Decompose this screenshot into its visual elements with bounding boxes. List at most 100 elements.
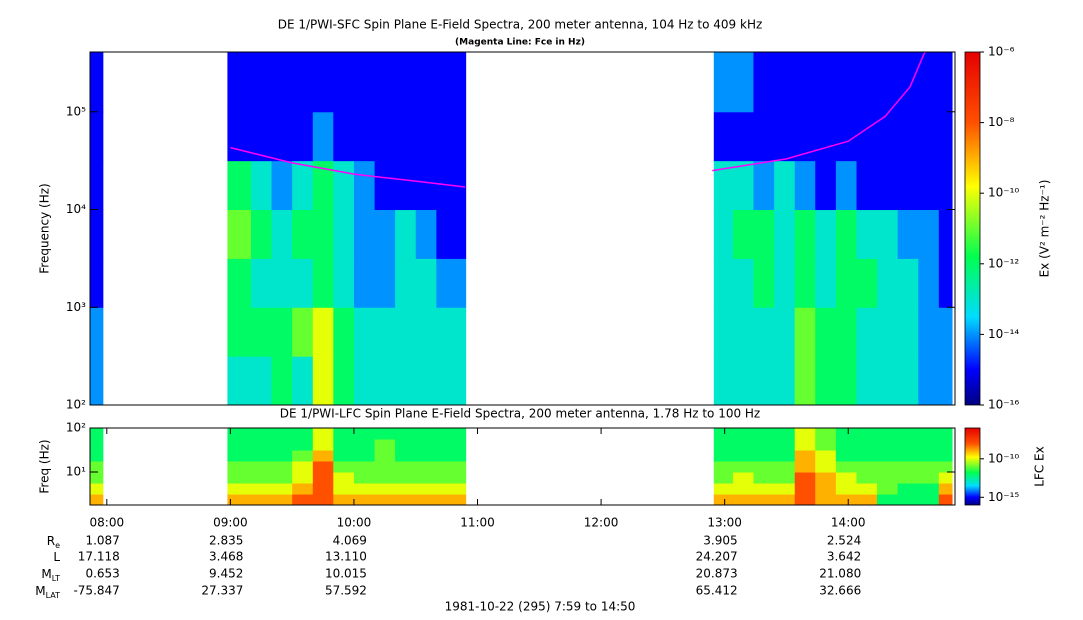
spectrogram-cell [897, 160, 919, 211]
spectrogram-cell [815, 460, 837, 473]
x-tick-label: 14:00 [831, 516, 866, 530]
spectrogram-cell [713, 494, 734, 506]
spectrogram-cell [374, 494, 396, 506]
spectrogram-cell [227, 356, 252, 406]
spectrogram-cell [877, 160, 899, 211]
spectrogram-cell [713, 439, 734, 451]
spectrogram-cell [774, 450, 796, 462]
spectrogram-cell [732, 428, 754, 440]
ephemeris-value: 2.835 [209, 534, 243, 548]
ephemeris-label-main: M [41, 567, 51, 581]
spectrogram-cell [835, 356, 858, 406]
spectrogram-cell [292, 450, 314, 462]
y-axis-label: Freq (Hz) [38, 439, 52, 493]
spectrogram-cell [774, 428, 796, 440]
spectrogram-cell [794, 472, 816, 484]
spectrogram-cell [713, 52, 734, 113]
spectrogram-cell [415, 472, 437, 484]
spectrogram-cell [90, 209, 104, 259]
spectrogram-cell [877, 483, 899, 495]
spectrogram-cell [897, 494, 919, 506]
spectrogram-cell [856, 209, 878, 259]
spectrogram-cell [251, 52, 273, 113]
spectrogram-cell [856, 52, 878, 113]
spectrogram-cell [732, 450, 754, 462]
spectrogram-cell [374, 52, 396, 113]
spectrogram-cell [918, 483, 940, 495]
colorbar [964, 51, 981, 406]
spectrogram-cell [856, 472, 878, 484]
spectrogram-cell [415, 111, 437, 162]
spectrogram-cell [794, 111, 816, 162]
spectrogram-cell [732, 483, 754, 495]
ephemeris-label: MLAT [35, 584, 60, 600]
spectrogram-cell [938, 483, 953, 495]
spectrogram-cell [227, 52, 252, 113]
spectrogram-cell [227, 428, 252, 440]
spectrogram-cell [918, 356, 940, 406]
spectrogram-cell [353, 209, 376, 259]
spectrogram-cell [312, 439, 334, 451]
spectrogram-cell [436, 52, 467, 113]
spectrogram-cell [774, 307, 796, 357]
spectrogram-cell [90, 258, 104, 308]
spectrogram-cell [713, 428, 734, 440]
y-tick-label: 10² [66, 421, 86, 435]
colorbar [964, 427, 981, 506]
spectrogram-cell [90, 450, 104, 462]
spectrogram-cell [415, 258, 437, 308]
ephemeris-label-main: L [53, 550, 60, 564]
spectrogram-cell [415, 307, 437, 357]
spectrogram-cell [227, 160, 252, 211]
ephemeris-value: -75.847 [73, 584, 119, 598]
spectrogram-cell [312, 472, 334, 484]
spectrogram-cell [251, 460, 273, 473]
spectrogram-cell [353, 483, 376, 495]
spectrogram-cell [353, 307, 376, 357]
spectrogram-cell [835, 258, 858, 308]
spectrogram-cell [251, 428, 273, 440]
spectrogram-cell [794, 52, 816, 113]
ephemeris-value: 17.118 [78, 550, 120, 564]
spectrogram-cell [395, 111, 417, 162]
spectrogram-cell [436, 428, 467, 440]
ephemeris-value: 0.653 [85, 567, 119, 581]
spectrogram-cell [877, 439, 899, 451]
colorbar-tick-label: 10⁻¹⁴ [988, 327, 1019, 341]
spectrogram-cell [353, 356, 376, 406]
spectrogram-cell [436, 209, 467, 259]
spectrogram-cell [877, 111, 899, 162]
spectrogram-cell [353, 439, 376, 451]
spectrogram-cell [815, 494, 837, 506]
spectrogram-cell [292, 111, 314, 162]
spectrogram-cell [918, 439, 940, 451]
spectrogram-cell [918, 307, 940, 357]
spectrogram-cell [251, 258, 273, 308]
colorbar-tick-label: 10⁻¹⁰ [988, 186, 1019, 200]
colorbar-tick-label: 10⁻⁸ [988, 115, 1015, 129]
spectrogram-cell [333, 494, 355, 506]
ephemeris-value: 3.905 [703, 534, 737, 548]
spectrogram-cell [90, 111, 104, 162]
spectrogram-cell [856, 460, 878, 473]
spectrogram-cell [877, 52, 899, 113]
spectrogram-cell [938, 307, 953, 357]
spectrogram-cell [918, 460, 940, 473]
spectrogram-cell [251, 472, 273, 484]
spectrogram-cell [227, 307, 252, 357]
ephemeris-label-main: M [35, 584, 45, 598]
spectrogram-cell [774, 483, 796, 495]
spectrogram-cell [292, 356, 314, 406]
ephemeris-label-sub: LAT [46, 591, 60, 600]
colorbar-tick-label: 10⁻¹⁵ [988, 490, 1019, 504]
ephemeris-value: 13.110 [325, 550, 367, 564]
spectrogram-cell [835, 52, 858, 113]
spectrogram-cell [374, 209, 396, 259]
spectrogram-cell [353, 472, 376, 484]
spectrogram-cell [877, 356, 899, 406]
spectrogram-cell [271, 494, 293, 506]
spectrogram-cell [897, 356, 919, 406]
colorbar-tick-label: 10⁻⁶ [988, 45, 1015, 59]
spectrogram-cell [312, 307, 334, 357]
spectrogram-cell [835, 483, 858, 495]
